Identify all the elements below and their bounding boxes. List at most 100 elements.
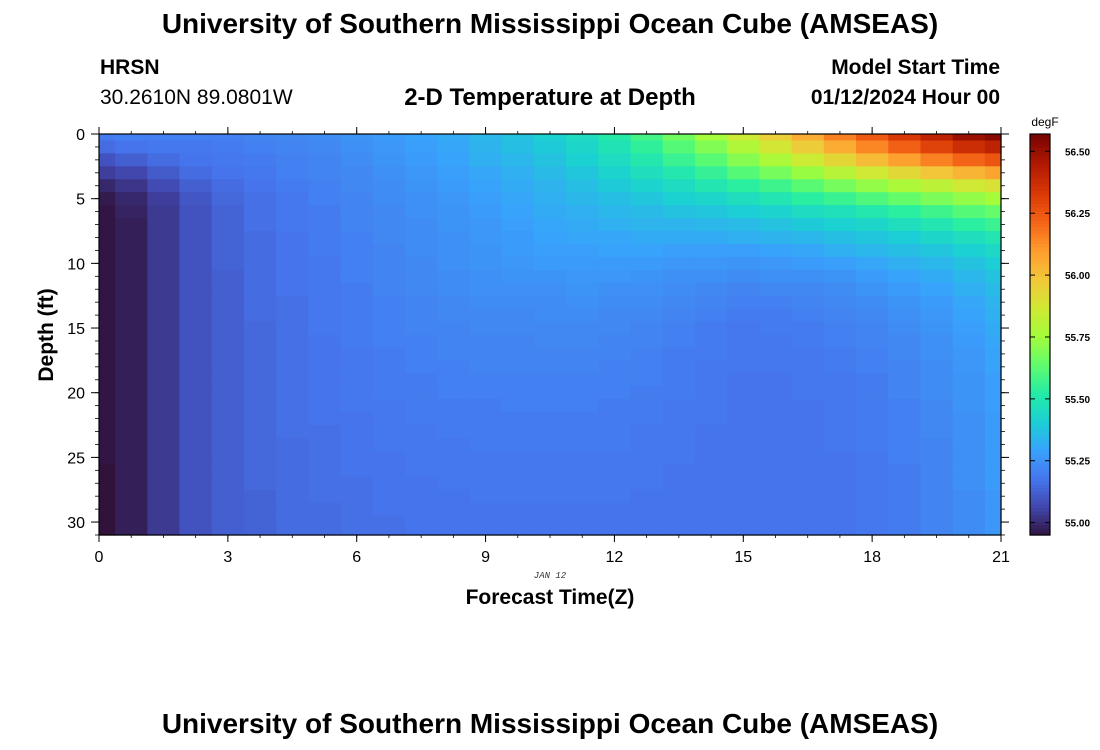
colorbar-segment <box>1030 224 1050 229</box>
heatmap-cell <box>405 450 438 465</box>
heatmap-cell <box>856 399 889 413</box>
heatmap-cell <box>856 166 889 180</box>
colorbar-segment <box>1030 528 1050 533</box>
heatmap-cell <box>630 347 664 361</box>
heatmap-cell <box>662 308 696 323</box>
heatmap-cell <box>727 437 760 452</box>
heatmap-cell <box>501 295 535 310</box>
heatmap-cell <box>340 308 374 323</box>
heatmap-cell <box>791 386 825 400</box>
heatmap-cell <box>437 386 471 400</box>
heatmap-cell <box>437 425 471 439</box>
colorbar-segment <box>1030 504 1050 509</box>
heatmap-cell <box>984 295 1002 310</box>
colorbar-tick-label: 55.50 <box>1065 395 1090 406</box>
heatmap-cell <box>566 463 599 478</box>
heatmap-cell <box>276 256 309 271</box>
heatmap-cell <box>759 269 793 284</box>
heatmap-cell <box>308 256 342 271</box>
heatmap-cell <box>340 321 374 336</box>
heatmap-cell <box>179 192 213 206</box>
heatmap-cell <box>211 399 245 413</box>
heatmap-cell <box>920 166 954 180</box>
heatmap-cell <box>920 373 954 387</box>
heatmap-cell <box>823 134 857 142</box>
heatmap-cell <box>759 231 793 245</box>
heatmap-cell <box>727 334 760 349</box>
heatmap-cell <box>179 373 213 387</box>
heatmap-cell <box>533 334 567 349</box>
heatmap-cell <box>791 373 825 387</box>
heatmap-cell <box>888 282 922 297</box>
heatmap-cell <box>791 321 825 336</box>
heatmap-cell <box>211 412 245 426</box>
heatmap-cell <box>888 360 922 374</box>
heatmap-cell <box>179 489 213 504</box>
heatmap-cell <box>469 153 503 167</box>
heatmap-cell <box>662 205 696 219</box>
heatmap-cell <box>469 308 503 323</box>
heatmap-cell <box>115 502 148 517</box>
colorbar-segment <box>1030 508 1050 513</box>
x-date-label: JAN 12 <box>534 571 567 581</box>
heatmap-cell <box>984 282 1002 297</box>
heatmap-cell <box>243 450 277 465</box>
heatmap-cell <box>727 295 760 310</box>
heatmap-cell <box>211 192 245 206</box>
heatmap-cell <box>276 205 309 219</box>
heatmap-cell <box>308 153 342 167</box>
heatmap-cell <box>727 140 760 155</box>
colorbar-segment <box>1030 454 1050 459</box>
heatmap-cell <box>276 308 309 323</box>
heatmap-cell <box>920 489 954 504</box>
heatmap-cell <box>759 153 793 167</box>
heatmap-cell <box>952 373 986 387</box>
heatmap-cell <box>437 166 471 180</box>
heatmap-cell <box>99 412 116 426</box>
heatmap-cell <box>340 386 374 400</box>
heatmap-cell <box>823 450 857 465</box>
heatmap-cell <box>662 243 696 258</box>
heatmap-cell <box>984 476 1002 491</box>
heatmap-cell <box>727 231 760 245</box>
heatmap-cell <box>566 218 599 232</box>
heatmap-cell <box>276 166 309 180</box>
heatmap-cell <box>759 243 793 258</box>
heatmap-cell <box>759 295 793 310</box>
heatmap-cell <box>243 179 277 193</box>
heatmap-cell <box>694 425 728 439</box>
colorbar-segment <box>1030 441 1050 446</box>
heatmap-cell <box>501 399 535 413</box>
heatmap-cell <box>243 321 277 336</box>
heatmap-cell <box>727 515 760 536</box>
heatmap-cell <box>211 360 245 374</box>
heatmap-cell <box>759 399 793 413</box>
heatmap-cell <box>405 140 438 155</box>
heatmap-cell <box>630 489 664 504</box>
heatmap-cell <box>952 243 986 258</box>
heatmap-cell <box>888 463 922 478</box>
heatmap-cell <box>759 205 793 219</box>
heatmap-cell <box>405 192 438 206</box>
heatmap-cell <box>115 450 148 465</box>
heatmap-cell <box>920 205 954 219</box>
heatmap-cell <box>243 386 277 400</box>
heatmap-cell <box>469 425 503 439</box>
heatmap-cell <box>372 321 406 336</box>
colorbar-segment <box>1030 481 1050 486</box>
heatmap-cell <box>340 192 374 206</box>
heatmap-cell <box>533 308 567 323</box>
heatmap-cell <box>115 463 148 478</box>
heatmap-cell <box>276 463 309 478</box>
x-tick-label: 12 <box>606 549 624 566</box>
colorbar-segment <box>1030 394 1050 399</box>
x-tick-label: 21 <box>992 549 1010 566</box>
heatmap-cell <box>823 140 857 155</box>
heatmap-cell <box>920 386 954 400</box>
heatmap-cell <box>759 334 793 349</box>
heatmap-cell <box>115 334 148 349</box>
heatmap-cell <box>727 347 760 361</box>
heatmap-cell <box>598 153 632 167</box>
heatmap-cell <box>308 308 342 323</box>
heatmap-cell <box>243 269 277 284</box>
